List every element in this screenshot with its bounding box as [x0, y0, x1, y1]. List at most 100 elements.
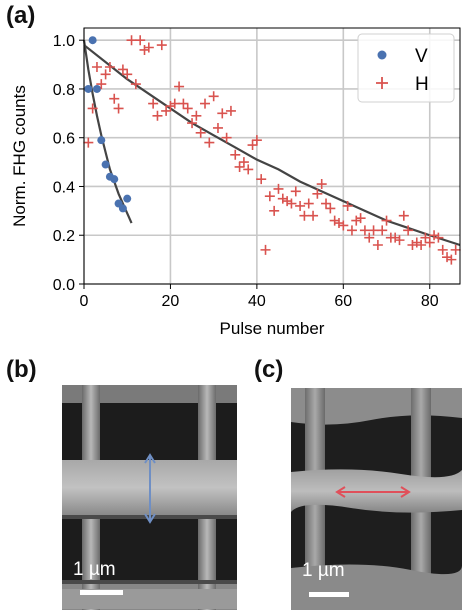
point-h [169, 98, 180, 109]
point-v [110, 175, 119, 184]
x-tick-label: 80 [421, 293, 439, 310]
point-h [403, 225, 414, 236]
point-h [333, 218, 344, 229]
y-tick-label: 0.2 [53, 228, 75, 245]
point-h [359, 225, 370, 236]
point-h [282, 196, 293, 207]
point-h [286, 198, 297, 209]
point-h [117, 64, 128, 75]
point-h [394, 235, 405, 246]
sem-grid-c [291, 388, 462, 610]
point-h [420, 232, 431, 243]
point-h [143, 42, 154, 53]
point-h [225, 105, 236, 116]
point-h [91, 62, 102, 73]
point-v [88, 36, 97, 45]
point-h [398, 210, 409, 221]
point-h [338, 220, 349, 231]
point-h [411, 237, 422, 248]
chart-legend: VH [357, 33, 455, 103]
point-h [208, 91, 219, 102]
point-h [191, 110, 202, 121]
panel-label-b: (b) [6, 356, 37, 383]
point-h [429, 230, 440, 241]
point-h [437, 244, 448, 255]
y-tick-label: 0.4 [53, 179, 75, 196]
point-h [407, 239, 418, 250]
point-h [83, 137, 94, 148]
point-v [92, 84, 101, 93]
point-h [381, 215, 392, 226]
point-h [372, 239, 383, 250]
point-h [100, 69, 111, 80]
point-h [377, 225, 388, 236]
legend-box [357, 33, 455, 103]
point-h [329, 215, 340, 226]
point-v [101, 160, 110, 169]
point-h [109, 93, 120, 104]
axis-ticks: 0 20 40 60 80 0.0 0.2 0.4 0.6 0.8 1.0 [53, 33, 439, 310]
y-tick-label: 0.8 [53, 82, 75, 99]
sem-image-c: 1 µm [291, 388, 462, 610]
point-h [424, 237, 435, 248]
point-h [204, 137, 215, 148]
sem-image-b: 1 µm [62, 385, 237, 610]
fit-curve-h [83, 44, 461, 247]
point-h [96, 79, 107, 90]
point-h [251, 135, 262, 146]
point-h [442, 252, 453, 263]
point-h [295, 200, 306, 211]
x-tick-label: 60 [334, 293, 352, 310]
point-h [416, 239, 427, 250]
point-h [433, 232, 444, 243]
point-h [351, 215, 362, 226]
y-tick-label: 0.6 [53, 131, 75, 148]
point-h [277, 193, 288, 204]
point-h [243, 164, 254, 175]
point-v [118, 204, 127, 213]
point-h [152, 110, 163, 121]
point-h [165, 101, 176, 112]
point-h [174, 81, 185, 92]
x-tick-label: 40 [248, 293, 266, 310]
point-h [178, 98, 189, 109]
point-h [87, 103, 98, 114]
point-h [221, 132, 232, 143]
point-h [316, 179, 327, 190]
x-tick-label: 0 [80, 293, 89, 310]
y-tick-label: 0.0 [53, 277, 75, 294]
point-h [342, 200, 353, 211]
point-h [187, 118, 198, 129]
point-h [135, 35, 146, 46]
point-h [104, 62, 115, 73]
point-v [84, 84, 93, 93]
point-h [217, 108, 228, 119]
panel-label-c: (c) [254, 356, 284, 383]
point-h [364, 232, 375, 243]
point-h [139, 44, 150, 55]
scale-label-c: 1 µm [302, 560, 345, 581]
point-h [368, 225, 379, 236]
x-tick-label: 20 [162, 293, 180, 310]
point-h [273, 183, 284, 194]
point-h [450, 244, 461, 255]
point-h [238, 157, 249, 168]
point-h [195, 127, 206, 138]
point-v [97, 136, 106, 145]
point-h [303, 198, 314, 209]
point-h [308, 210, 319, 221]
scale-bar-b [80, 590, 123, 595]
point-h [122, 69, 133, 80]
point-h [264, 191, 275, 202]
point-h [230, 149, 241, 160]
point-h [321, 198, 332, 209]
point-h [148, 98, 159, 109]
point-h [346, 225, 357, 236]
plot-frame [83, 27, 461, 285]
point-h [212, 122, 223, 133]
panel-label-a: (a) [6, 2, 36, 29]
legend-marker-v [377, 50, 387, 60]
y-axis-label: Norm. FHG counts [10, 85, 29, 227]
point-h [247, 140, 258, 151]
point-h [234, 161, 245, 172]
